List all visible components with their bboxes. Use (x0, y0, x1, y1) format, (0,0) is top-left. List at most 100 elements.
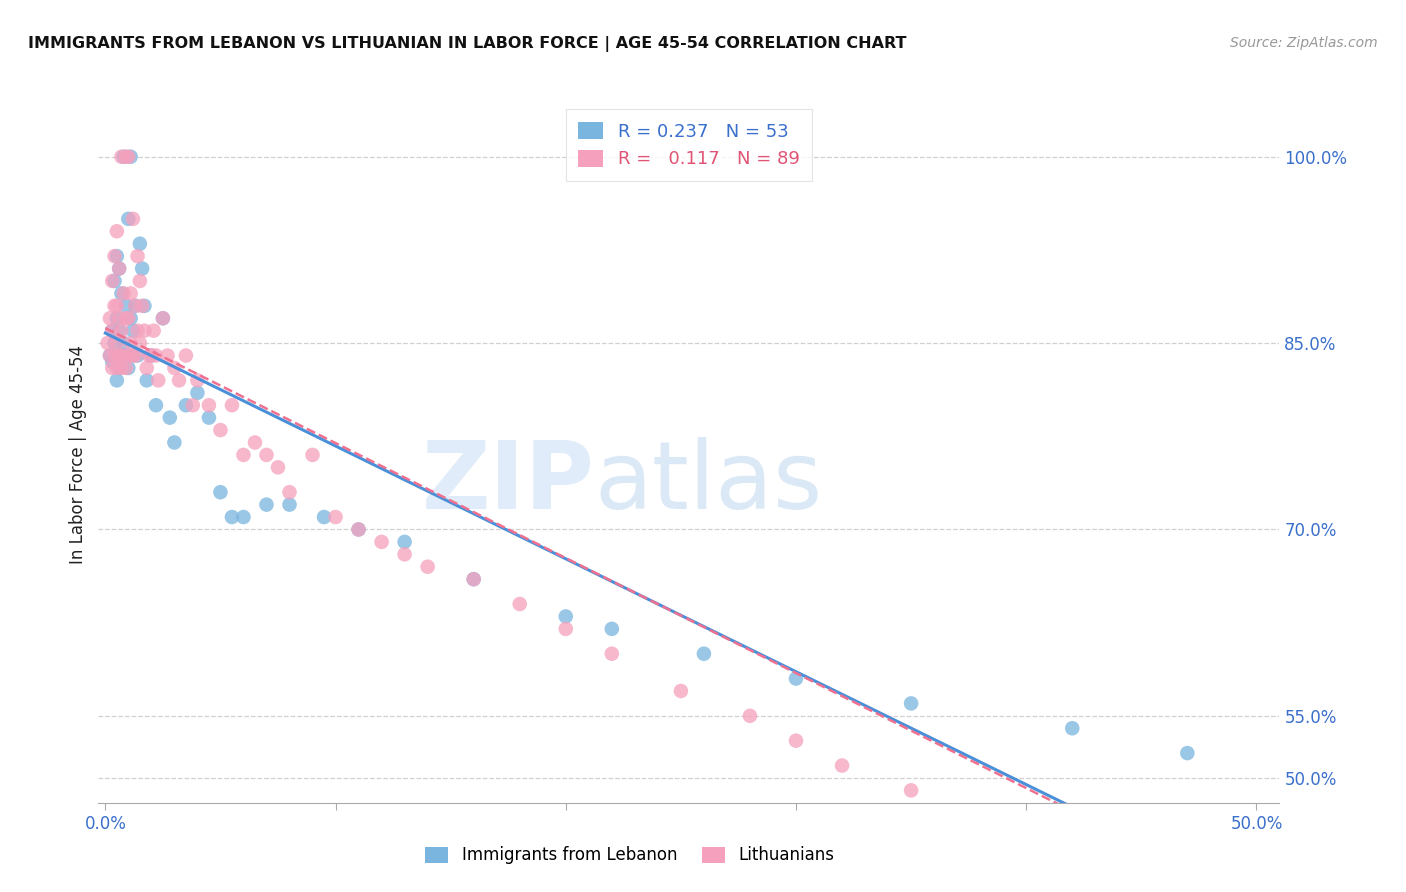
Point (110, 324, 132, 338)
Point (232, 448, 254, 462)
Point (131, 261, 153, 276)
Point (135, 373, 157, 387)
Point (124, 349, 146, 363)
Point (117, 360, 139, 375)
Point (141, 349, 163, 363)
Point (1084, 846, 1107, 860)
Point (120, 336, 142, 351)
Point (600, 622, 623, 636)
Point (163, 360, 186, 375)
Point (127, 324, 149, 338)
Point (101, 324, 124, 338)
Point (105, 349, 128, 363)
Point (256, 448, 278, 462)
Point (394, 547, 416, 561)
Point (267, 460, 290, 475)
Point (416, 559, 439, 574)
Point (117, 211, 139, 226)
Point (98, 311, 121, 326)
Point (831, 758, 853, 772)
Point (900, 783, 922, 797)
Point (117, 349, 139, 363)
Point (115, 311, 138, 326)
Point (124, 299, 146, 313)
Point (145, 398, 167, 412)
Point (141, 349, 163, 363)
Point (138, 349, 160, 363)
Point (1199, 883, 1222, 892)
Point (221, 510, 243, 524)
Point (117, 150, 139, 164)
Point (463, 572, 485, 586)
Point (105, 224, 128, 238)
Point (103, 336, 125, 351)
Point (198, 398, 221, 412)
Point (110, 349, 132, 363)
Point (112, 336, 135, 351)
Point (152, 311, 174, 326)
Point (900, 697, 922, 711)
Point (312, 510, 335, 524)
Point (221, 398, 243, 412)
Point (198, 410, 221, 425)
Point (115, 360, 138, 375)
Point (554, 609, 576, 624)
Text: IMMIGRANTS FROM LEBANON VS LITHUANIAN IN LABOR FORCE | AGE 45-54 CORRELATION CHA: IMMIGRANTS FROM LEBANON VS LITHUANIAN IN… (28, 36, 907, 52)
Point (122, 349, 145, 363)
Point (115, 349, 138, 363)
Point (115, 299, 138, 313)
Y-axis label: In Labor Force | Age 45-54: In Labor Force | Age 45-54 (69, 345, 87, 565)
Text: ZIP: ZIP (422, 437, 595, 529)
Point (325, 510, 347, 524)
Point (103, 249, 125, 263)
Point (669, 684, 692, 698)
Point (174, 398, 197, 412)
Point (122, 211, 145, 226)
Point (347, 523, 370, 537)
Point (103, 349, 125, 363)
Point (554, 622, 576, 636)
Point (110, 286, 132, 301)
Point (278, 485, 301, 500)
Point (152, 311, 174, 326)
Point (120, 311, 142, 326)
Point (463, 572, 485, 586)
Point (1177, 746, 1199, 760)
Point (347, 523, 370, 537)
Point (156, 349, 179, 363)
Point (148, 373, 170, 387)
Point (167, 373, 190, 387)
Point (105, 336, 128, 351)
Point (159, 410, 181, 425)
Point (738, 708, 761, 723)
Point (101, 274, 124, 288)
Point (127, 249, 149, 263)
Point (110, 360, 132, 375)
Point (600, 647, 623, 661)
Point (105, 299, 128, 313)
Point (97, 336, 120, 351)
Point (181, 398, 204, 412)
Point (1015, 821, 1038, 835)
Point (105, 249, 128, 263)
Point (135, 360, 157, 375)
Point (120, 286, 142, 301)
Point (1062, 721, 1084, 735)
Point (103, 299, 125, 313)
Point (105, 373, 128, 387)
Point (278, 498, 301, 512)
Point (256, 498, 278, 512)
Text: Source: ZipAtlas.com: Source: ZipAtlas.com (1230, 36, 1378, 50)
Point (108, 324, 131, 338)
Point (101, 324, 124, 338)
Point (120, 150, 142, 164)
Point (108, 261, 131, 276)
Point (145, 349, 167, 363)
Point (101, 355, 124, 369)
Point (243, 435, 266, 450)
Point (209, 423, 232, 437)
Point (98, 349, 121, 363)
Point (785, 733, 807, 747)
Point (163, 435, 186, 450)
Point (509, 597, 531, 611)
